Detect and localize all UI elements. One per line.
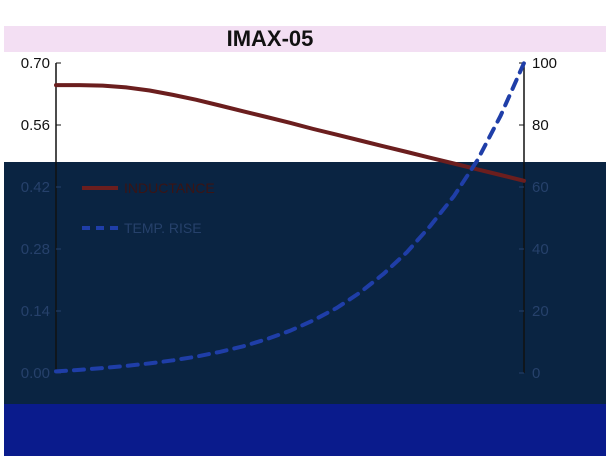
left-tick-label: 0.28 [21,241,50,258]
legend-label-1: TEMP. RISE [124,220,202,236]
title-band [4,26,606,52]
right-tick-label: 0 [532,365,540,382]
left-tick-label: 0.14 [21,303,50,320]
chart-title: IMAX-05 [227,26,314,51]
left-tick-label: 0.42 [21,179,50,196]
right-tick-label: 20 [532,303,549,320]
axes: 0.00 0.14 0.28 0.42 0.56 0.70 0 20 40 60 80 100 [21,55,557,382]
series-layer [54,61,526,374]
series-line-0 [54,83,526,183]
right-tick-label: 80 [532,117,549,134]
legend: INDUCTANCE TEMP. RISE [82,180,215,236]
left-tick-label: 0.56 [21,117,50,134]
right-tick-label: 40 [532,241,549,258]
right-tick-label: 60 [532,179,549,196]
legend-label-0: INDUCTANCE [124,180,215,196]
left-tick-label: 0.70 [21,55,50,72]
right-tick-label: 100 [532,55,557,72]
dark-band [4,162,606,404]
series-line-1 [54,61,526,374]
bottom-band [4,404,606,456]
left-tick-label: 0.00 [21,365,50,382]
